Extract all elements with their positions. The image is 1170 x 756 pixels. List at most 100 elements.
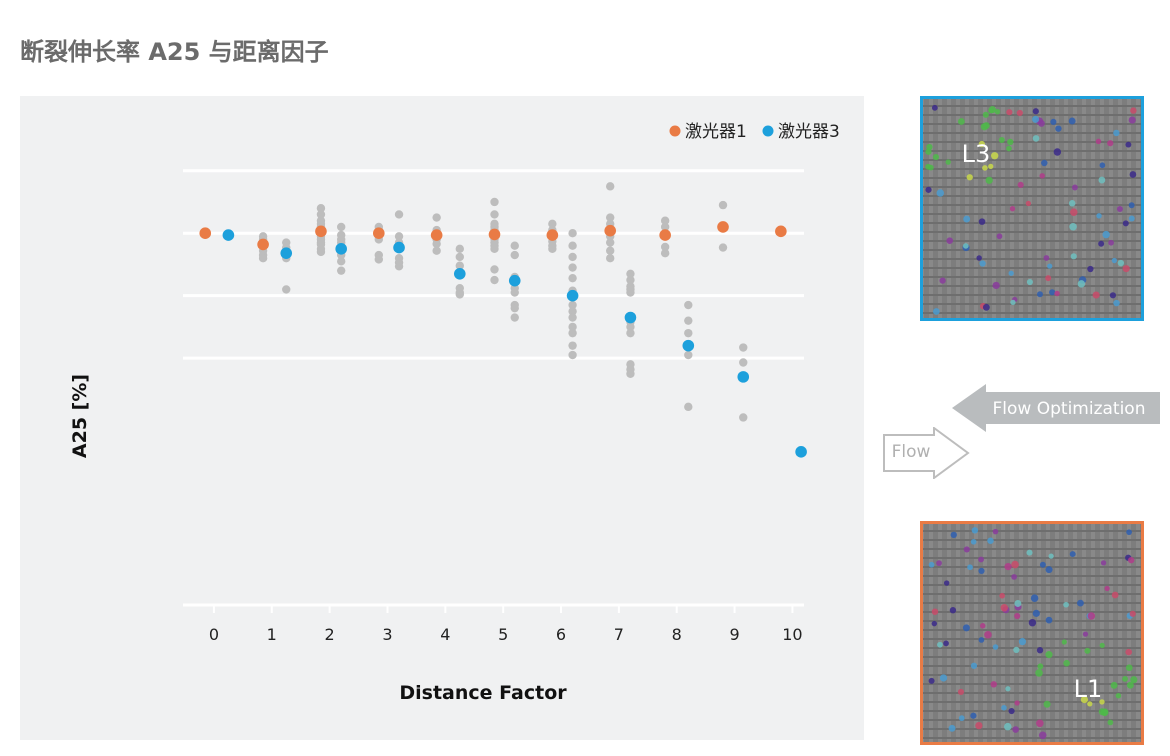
point-s2-60 [490,244,499,254]
point-s2-8 [282,285,291,294]
photo-dot [1111,591,1119,599]
x-tick-label-8: 8 [672,625,682,644]
photo-dot [1122,676,1128,682]
photo-dot [1026,549,1033,556]
photo-dot [1084,647,1091,654]
photo-dot [1110,681,1118,689]
photo-dot [936,189,945,197]
photo-dot [939,674,948,682]
point-s1-5 [508,274,521,287]
point-s2-88 [568,341,577,350]
photo-dot [1130,676,1138,684]
point-s0-2 [315,225,327,238]
x-tick-label-4: 4 [440,625,450,644]
point-s2-122 [739,413,748,422]
photo-dot [957,118,965,125]
photo-dot [1032,115,1040,123]
photo-dot [1048,553,1054,559]
photo-dot [966,174,973,181]
photo-dot [1006,145,1012,152]
point-s2-119 [718,243,728,252]
photo-dot [1013,646,1020,654]
photo-dot [1070,208,1078,216]
point-s2-35 [394,232,404,241]
point-s2-114 [684,316,693,325]
point-s2-62 [490,275,499,285]
photo-dot [1038,120,1045,127]
photo-dot [971,527,979,534]
photo-dot [962,243,969,249]
photo-dot [1116,206,1123,213]
point-s2-40 [432,213,441,222]
photo-dot [1012,726,1019,733]
photo-dot [1006,109,1013,116]
photo-dot [1129,171,1137,178]
photo-dot [1107,140,1114,147]
photo-dot [932,154,940,161]
photo-dot [1043,255,1050,261]
photo-dot [1102,230,1110,239]
flow-arrow: Flow [883,427,970,479]
point-s2-121 [739,358,748,367]
photo-dot [1032,108,1039,115]
photo-dot [1082,631,1089,637]
photo-dot [1077,280,1086,288]
photo-dot [1115,692,1122,699]
photo-dot [1045,275,1052,282]
photo-dot [1128,116,1136,124]
photo-dot [1068,117,1076,125]
photo-dot [925,186,932,193]
legend-label-laser3: 激光器3 [778,122,840,142]
point-s2-46 [455,252,464,262]
photo-dot [970,538,977,545]
x-tick-label-3: 3 [382,625,392,644]
point-s2-97 [606,253,615,263]
photo-dot [1039,173,1045,179]
photo-dot [1069,223,1077,231]
x-tick-label-6: 6 [556,625,566,644]
photo-dot [1117,259,1125,267]
photo-dot [978,567,985,574]
point-s2-47 [455,261,464,270]
photo-dot [1010,299,1016,306]
legend-label-laser1: 激光器1 [685,122,747,142]
photo-dot [1039,561,1046,568]
x-tick-label-9: 9 [729,625,739,644]
data-points [199,182,807,458]
photo-dot [1043,700,1051,708]
legend-marker-laser3 [762,125,774,137]
photo-dot [1009,206,1016,212]
point-s2-76 [548,244,557,254]
scatter-chart: 0 1 2 3 4 5 6 7 8 9 10 Distance Factor A25 [%] 激光器… [69,122,840,704]
point-s2-113 [684,300,693,310]
photo-dot [937,641,943,648]
legend-marker-laser1 [669,125,681,137]
photo-dot [963,546,970,553]
photo-dot [1011,574,1017,580]
photo-dot [1054,290,1060,297]
photo-dot [992,644,999,650]
photo-dot [925,148,932,155]
photo-dot [943,580,950,586]
point-s2-39 [394,262,404,271]
photo-dot [1128,215,1135,222]
photo-dot [1037,663,1044,670]
point-s2-90 [606,182,615,191]
point-s1-7 [624,311,637,324]
photo-dot [991,152,999,160]
photo-dot [1122,265,1130,273]
photo-dot [1049,289,1056,296]
photo-dot [963,215,971,223]
photo-dot [1005,686,1011,692]
photo-dot [1036,719,1044,728]
point-s2-85 [568,313,577,322]
sample-photo-l1: L1 [920,521,1144,745]
photo-dot [928,561,935,568]
photo-dot [1129,610,1136,617]
point-s2-81 [568,273,577,283]
photo-dot [1026,279,1033,286]
legend: 激光器1 激光器3 [669,122,840,142]
point-s2-20 [336,222,346,232]
photo-dot [1099,699,1105,705]
photo-dot [1017,181,1024,188]
